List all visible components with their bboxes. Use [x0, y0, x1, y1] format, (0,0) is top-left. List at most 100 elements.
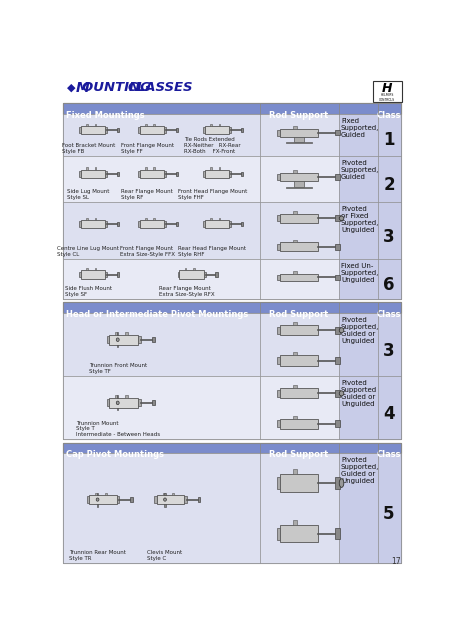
- Text: Rear Head Flange Mount
Style RHF: Rear Head Flange Mount Style RHF: [178, 246, 246, 257]
- Ellipse shape: [339, 479, 343, 488]
- Bar: [280, 243, 318, 252]
- Ellipse shape: [116, 338, 119, 342]
- Bar: [138, 399, 140, 406]
- Bar: [276, 275, 280, 280]
- Bar: [229, 221, 230, 227]
- Bar: [94, 268, 96, 270]
- Bar: [86, 218, 88, 220]
- Text: Front Head Flange Mount
Style FHF: Front Head Flange Mount Style FHF: [177, 189, 246, 200]
- Bar: [116, 128, 119, 132]
- Bar: [339, 376, 377, 440]
- Bar: [162, 493, 164, 495]
- Bar: [240, 128, 243, 132]
- Bar: [94, 168, 96, 170]
- Text: Rear Flange Mount
Style RF: Rear Flange Mount Style RF: [121, 189, 173, 200]
- Text: 2: 2: [382, 176, 394, 194]
- Bar: [205, 220, 229, 228]
- Bar: [218, 124, 220, 125]
- Bar: [280, 325, 318, 335]
- Bar: [377, 156, 400, 202]
- Bar: [115, 332, 117, 335]
- Bar: [377, 453, 400, 563]
- Text: Pivoted
Supported,
Guided or
Unguided: Pivoted Supported, Guided or Unguided: [340, 457, 378, 484]
- Bar: [130, 497, 133, 502]
- Bar: [377, 259, 400, 300]
- Bar: [164, 221, 166, 227]
- Bar: [293, 385, 296, 388]
- Bar: [259, 156, 339, 202]
- Bar: [372, 81, 401, 102]
- Bar: [293, 170, 296, 173]
- Bar: [334, 275, 339, 280]
- Bar: [205, 170, 229, 178]
- Bar: [259, 313, 339, 376]
- Bar: [109, 398, 138, 408]
- Text: Pivoted
Supported,
Guided: Pivoted Supported, Guided: [340, 160, 378, 180]
- Text: Trunnion Front Mount
Style TF: Trunnion Front Mount Style TF: [88, 364, 147, 374]
- Bar: [156, 495, 184, 504]
- Bar: [63, 453, 259, 563]
- Bar: [229, 171, 230, 177]
- Bar: [276, 477, 280, 489]
- Bar: [164, 127, 166, 132]
- Bar: [276, 527, 280, 540]
- Bar: [240, 172, 243, 176]
- Bar: [115, 396, 117, 398]
- Text: 1: 1: [382, 131, 394, 150]
- Bar: [280, 173, 318, 181]
- Bar: [140, 220, 164, 228]
- Bar: [184, 268, 186, 270]
- Bar: [95, 493, 97, 495]
- Bar: [138, 127, 140, 132]
- Bar: [145, 218, 147, 220]
- Bar: [285, 186, 312, 188]
- Text: Rear Flange Mount
Extra Size-Style RFX: Rear Flange Mount Extra Size-Style RFX: [159, 286, 214, 297]
- Bar: [177, 271, 179, 277]
- Bar: [63, 156, 259, 202]
- Bar: [202, 127, 205, 132]
- Text: CLASSES: CLASSES: [128, 81, 193, 95]
- Text: 6: 6: [382, 276, 394, 294]
- Bar: [293, 239, 296, 243]
- Bar: [63, 202, 259, 259]
- Bar: [276, 326, 280, 334]
- Bar: [63, 442, 400, 453]
- Bar: [334, 528, 339, 540]
- Bar: [280, 214, 318, 223]
- Bar: [339, 114, 377, 156]
- Bar: [81, 220, 105, 228]
- Bar: [339, 313, 377, 376]
- Bar: [175, 172, 178, 176]
- Text: Cap Pivot Mountings: Cap Pivot Mountings: [66, 451, 163, 460]
- Text: Pivoted
or Fixed
Supported,
Unguided: Pivoted or Fixed Supported, Unguided: [340, 206, 378, 233]
- Bar: [339, 202, 377, 259]
- Bar: [164, 504, 166, 506]
- Text: HELPERS
CONTROLS: HELPERS CONTROLS: [378, 93, 395, 102]
- Bar: [293, 520, 296, 525]
- Bar: [79, 171, 81, 177]
- Text: H: H: [382, 83, 392, 95]
- Ellipse shape: [96, 498, 99, 501]
- Text: Fixed
Supported,
Guided: Fixed Supported, Guided: [340, 118, 378, 138]
- Bar: [202, 171, 205, 177]
- Text: M: M: [76, 81, 89, 95]
- Bar: [145, 168, 147, 170]
- Text: 3: 3: [382, 228, 394, 246]
- Bar: [152, 337, 155, 342]
- Bar: [339, 259, 377, 300]
- Bar: [197, 497, 200, 502]
- Bar: [293, 415, 296, 419]
- Bar: [164, 493, 166, 495]
- Text: Rod Support: Rod Support: [269, 451, 328, 460]
- Bar: [280, 355, 318, 365]
- Bar: [152, 400, 155, 405]
- Bar: [339, 156, 377, 202]
- Bar: [86, 268, 88, 270]
- Bar: [63, 114, 259, 156]
- Text: Pivoted
Supported,
Guided or
Unguided: Pivoted Supported, Guided or Unguided: [340, 317, 378, 344]
- Bar: [210, 218, 212, 220]
- Text: Front Flange Mount
Style FF: Front Flange Mount Style FF: [120, 143, 173, 154]
- Bar: [79, 127, 81, 132]
- Bar: [153, 124, 155, 125]
- Ellipse shape: [339, 391, 343, 396]
